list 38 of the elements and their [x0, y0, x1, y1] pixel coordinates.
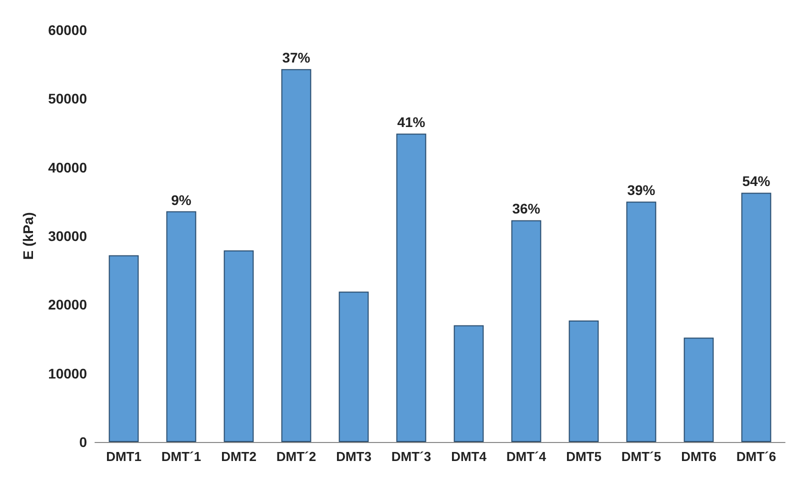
bar: [108, 255, 139, 442]
y-tick-label: 10000: [48, 365, 88, 382]
annotation: 41%: [397, 114, 426, 130]
y-tick-label: 30000: [48, 228, 88, 244]
annotation: 9%: [171, 192, 192, 208]
bar: [224, 250, 254, 442]
x-tick-label: DMT´3: [391, 449, 432, 464]
bar: [684, 338, 714, 442]
annotation: 36%: [512, 200, 541, 217]
x-tick-label: DMT2: [221, 449, 256, 464]
y-tick-label: 40000: [48, 159, 88, 176]
annotation: 39%: [627, 182, 656, 198]
bar: [741, 192, 772, 442]
bar: [396, 134, 426, 442]
x-tick-label: DMT3: [336, 449, 372, 464]
x-tick-label: DMT´1: [161, 449, 202, 464]
y-tick-label: 0: [79, 434, 88, 450]
annotation: 37%: [282, 50, 311, 66]
x-tick-label: DMT5: [566, 449, 602, 464]
bar: [568, 320, 599, 442]
bar: [511, 220, 542, 442]
x-tick-label: DMT´5: [621, 449, 662, 464]
bar: [166, 211, 196, 442]
x-tick-label: DMT1: [106, 449, 142, 464]
y-tick-label: 60000: [48, 22, 88, 38]
y-axis-title: E (kPa): [20, 212, 36, 260]
x-tick-label: DMT´6: [736, 449, 776, 464]
bar: [626, 202, 656, 442]
x-tick-label: DMT6: [681, 449, 716, 464]
y-tick-label: 20000: [48, 296, 88, 313]
bar: [338, 292, 369, 442]
annotation: 54%: [742, 173, 771, 190]
bar: [281, 69, 312, 442]
y-tick-label: 50000: [48, 90, 88, 107]
bar: [454, 325, 484, 442]
x-tick-label: DMT´4: [506, 449, 547, 464]
x-tick-label: DMT´2: [276, 449, 316, 464]
x-tick-label: DMT4: [451, 449, 488, 464]
